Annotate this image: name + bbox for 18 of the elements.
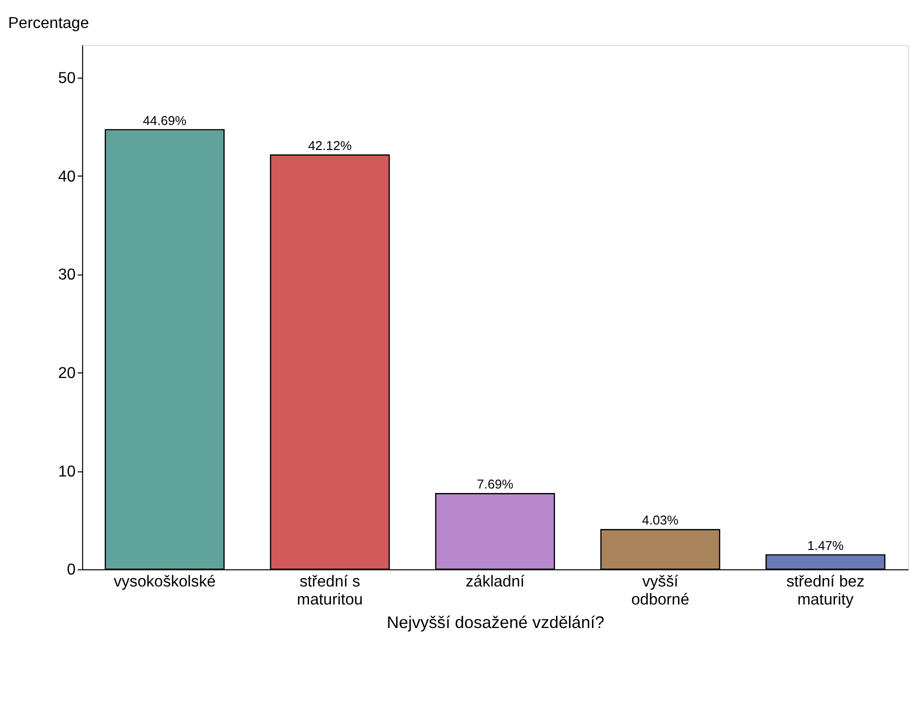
data-label: 44.69% <box>142 112 186 128</box>
data-label: 42.12% <box>308 138 352 154</box>
x-tick-label: střední s maturitou <box>296 574 363 608</box>
x-tick-label: vysokoškolské <box>114 574 216 591</box>
x-tick-label: střední bez maturity <box>786 574 865 608</box>
data-label: 7.69% <box>476 476 514 492</box>
x-tick-label: vyšší odborné <box>631 574 690 608</box>
x-axis-title: Nejvyšší dosažené vzdělání? <box>386 613 604 632</box>
y-tick-label: 0 <box>66 562 76 579</box>
y-tick-label: 30 <box>58 266 76 284</box>
data-label: 1.47% <box>807 538 844 553</box>
y-tick-label: 50 <box>58 70 76 87</box>
y-tick-label: 20 <box>58 364 76 382</box>
x-tick-label: základní <box>466 574 526 591</box>
data-label: 4.03% <box>642 512 678 528</box>
y-axis-title: Percentage <box>8 15 90 32</box>
y-tick-label: 40 <box>58 168 76 186</box>
y-tick-label: 10 <box>58 463 76 480</box>
